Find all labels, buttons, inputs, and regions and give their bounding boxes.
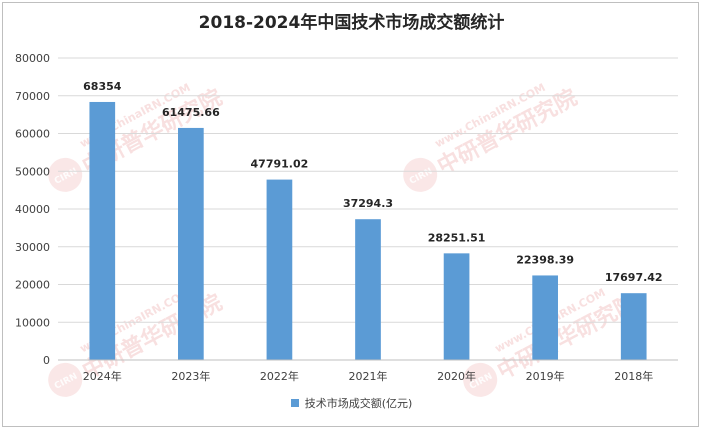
data-label: 37294.3 [343,197,393,210]
x-tick-label: 2018年 [614,369,653,383]
bar [443,253,470,360]
y-tick-label: 20000 [15,279,50,292]
x-axis: 2024年 2023年 2022年 2021年 2020年 2019年 2018年 [58,359,678,383]
x-tick-label: 2024年 [83,369,122,383]
watermark-logo [463,362,498,397]
chart-frame [2,2,699,427]
bar [532,275,558,360]
y-tick-label: 40000 [15,203,50,216]
y-tick-label: 0 [43,354,50,367]
x-tick-label: 2019年 [526,369,565,383]
data-label: 28251.51 [428,231,486,244]
y-tick-label: 60000 [15,128,50,141]
y-tick-label: 30000 [15,241,50,254]
x-tick-label: 2021年 [349,369,388,383]
data-label: 47791.02 [251,158,309,171]
y-tick-label: 50000 [15,165,50,178]
x-tick-label: 2022年 [260,369,299,383]
y-axis: 0 10000 20000 30000 40000 50000 60000 70000 8000… [15,52,50,367]
data-label: 68354 [83,80,122,93]
bar [89,101,116,360]
bar [355,219,381,360]
y-tick-label: 70000 [15,90,50,103]
bars [89,101,647,360]
data-label: 17697.42 [605,271,663,284]
x-tick-label: 2020年 [437,369,476,383]
watermark-logo [48,362,83,397]
data-labels: 68354 61475.66 47791.02 37294.3 28251.51 2239… [83,80,662,284]
watermark-logo [48,157,83,192]
chart-title: 2018-2024年中国技术市场成交额统计 [198,13,505,33]
legend-swatch [290,399,299,407]
y-tick-label: 80000 [15,52,50,65]
legend: 技术市场成交额(亿元) [0,395,703,411]
data-label: 22398.39 [516,253,574,266]
x-tick-label: 2023年 [171,369,210,383]
y-tick-label: 10000 [15,316,50,329]
bar [620,293,647,360]
bar [178,127,204,360]
legend-label: 技术市场成交额(亿元) [304,397,413,410]
bar [266,179,293,360]
data-label: 61475.66 [162,106,220,119]
watermark-logo [403,157,438,192]
